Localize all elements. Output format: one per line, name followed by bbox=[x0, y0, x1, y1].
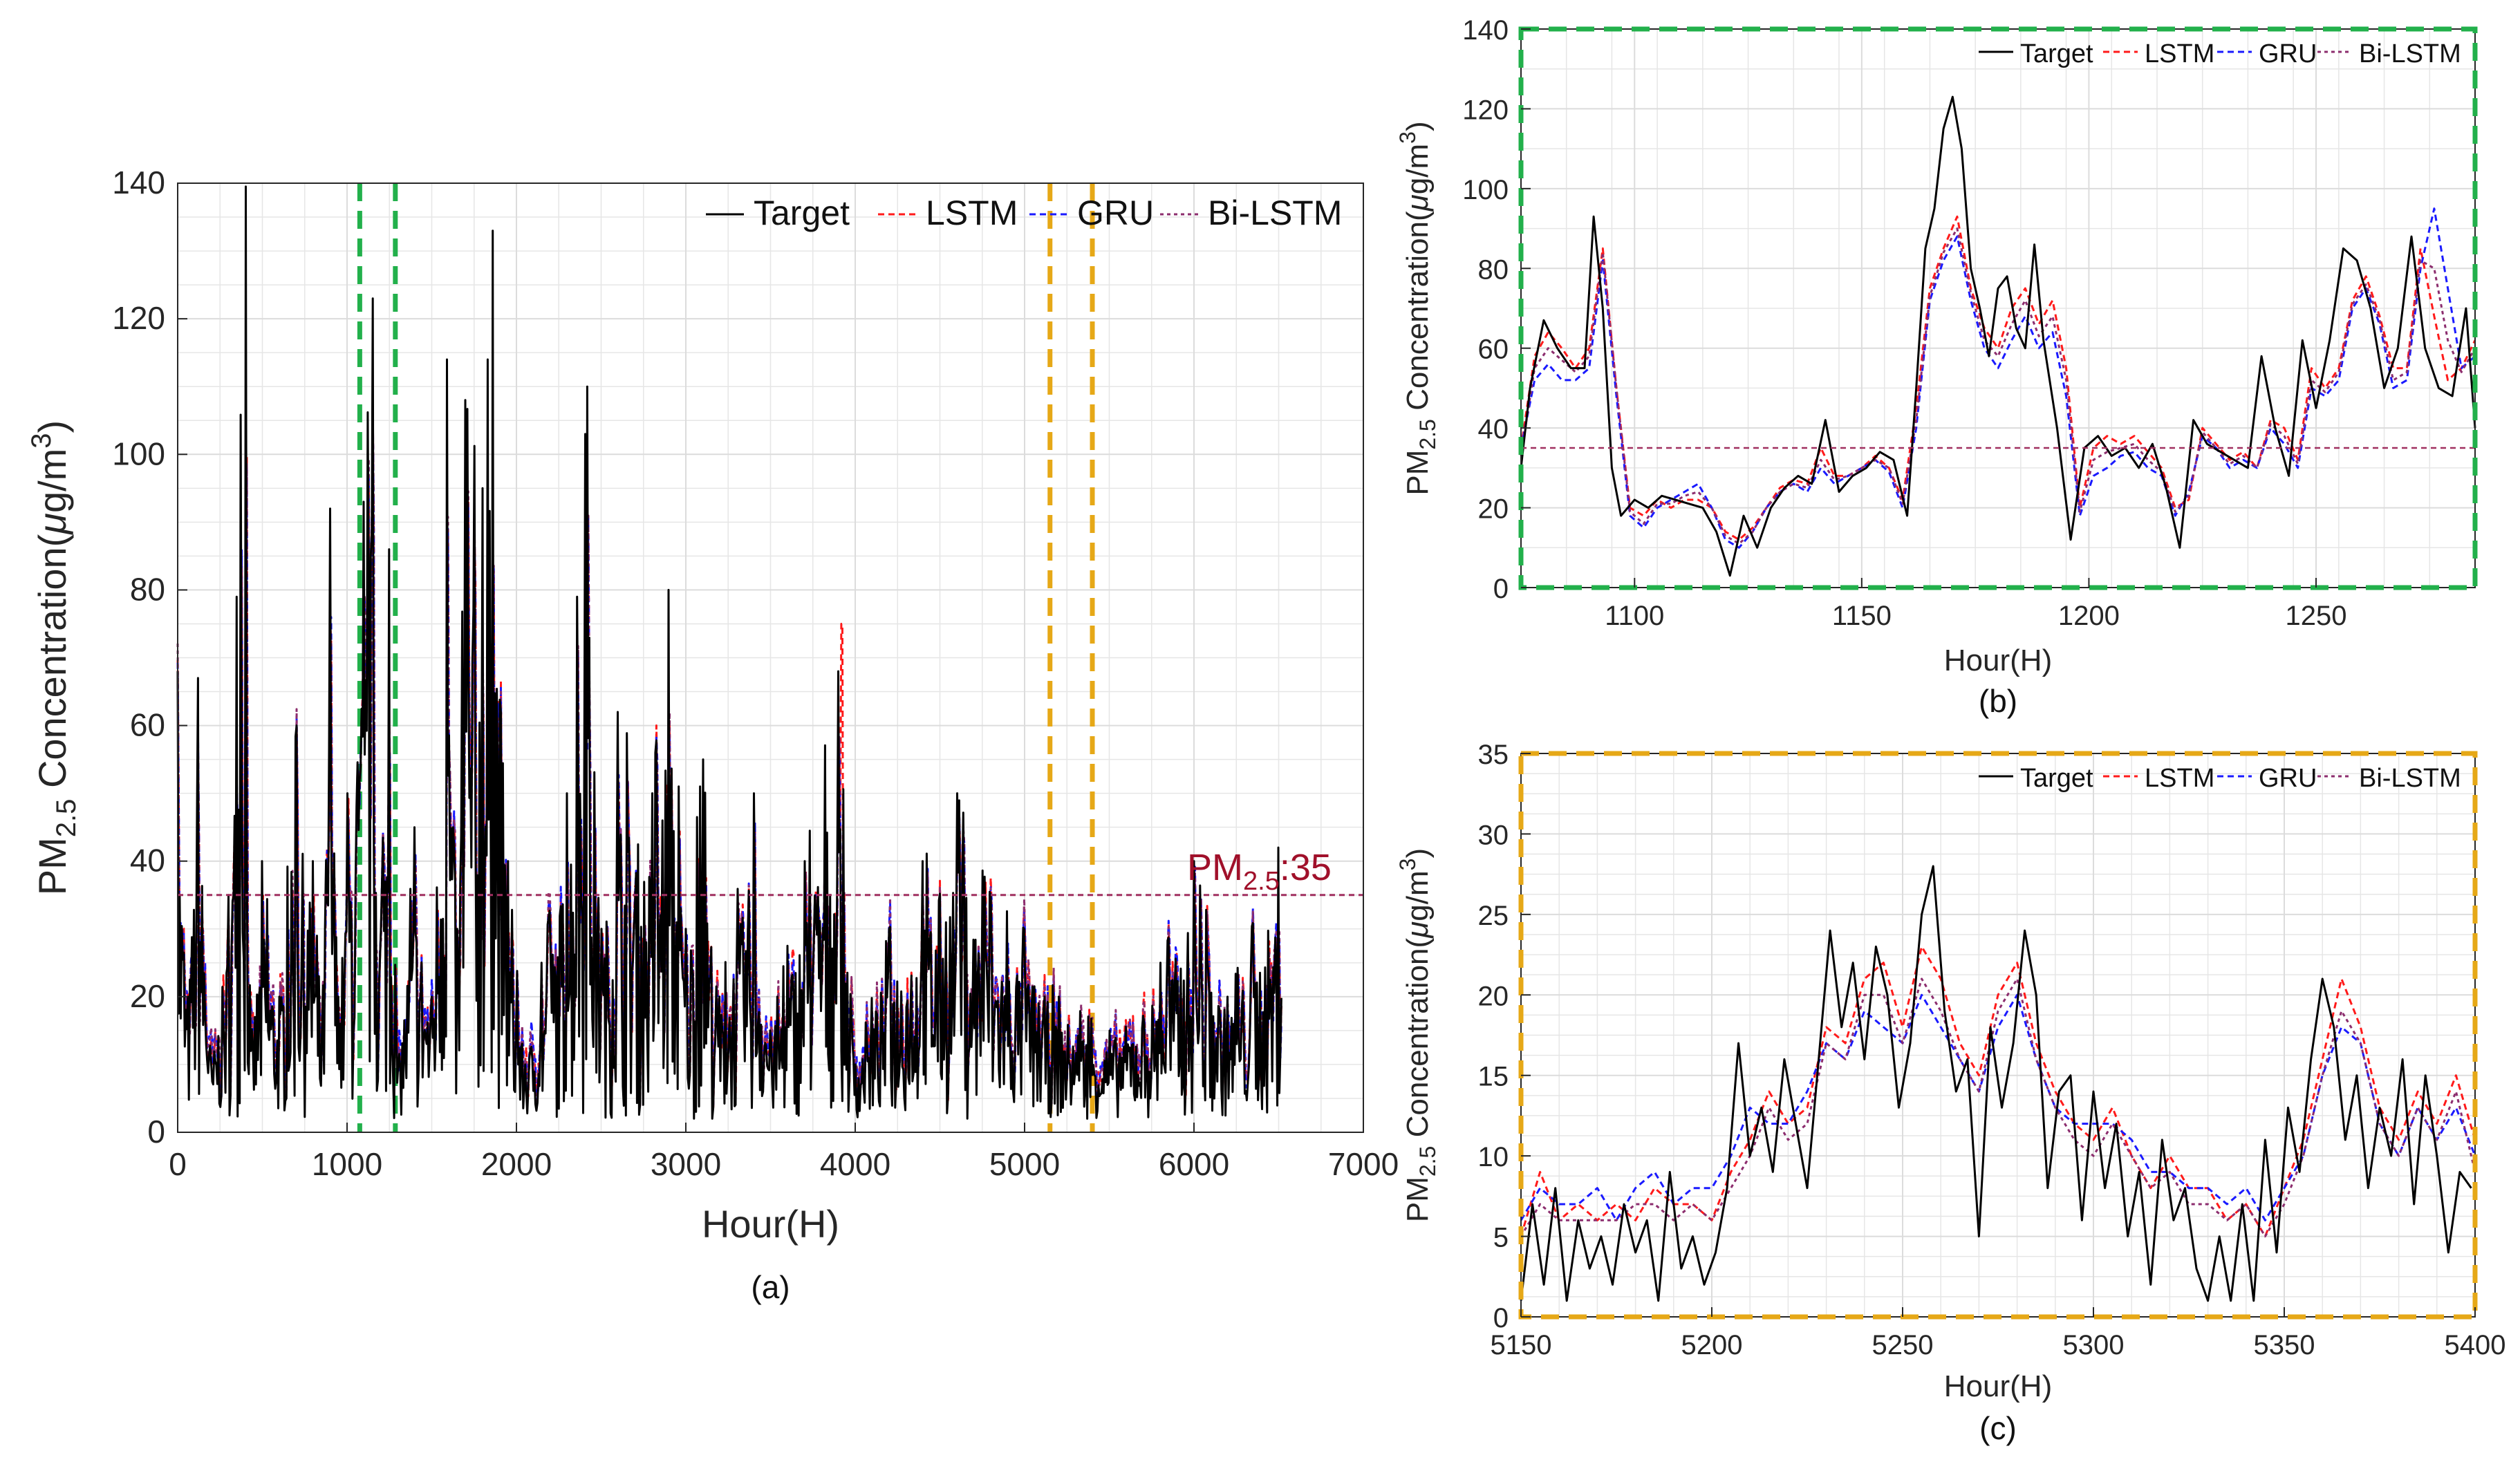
legend-label-gru: GRU bbox=[2259, 764, 2317, 793]
legend-label-bi-lstm: Bi-LSTM bbox=[1208, 194, 1342, 232]
y-tick-label: 40 bbox=[130, 843, 165, 879]
x-tick-label: 7000 bbox=[1328, 1146, 1399, 1182]
x-axis-label: Hour(H) bbox=[1944, 1369, 2052, 1403]
series-target-line bbox=[1520, 865, 2472, 1302]
y-axis-label: PM2.5 Concentration(μg/m3) bbox=[1395, 848, 1440, 1222]
y-tick-label: 100 bbox=[112, 435, 165, 471]
green-highlight-frame bbox=[1518, 26, 2478, 590]
y-tick-label: 15 bbox=[1478, 1062, 1509, 1092]
x-tick-label: 6000 bbox=[1159, 1146, 1229, 1182]
panel-c-chart: 5150 5200 5250 5300 5350 5400 0 5 10 15 20 25 30 35 H… bbox=[1395, 740, 2505, 1446]
panel-label-a: (a) bbox=[751, 1269, 790, 1305]
panel-label-c: (c) bbox=[1979, 1410, 2017, 1446]
y-tick-label: 60 bbox=[1478, 335, 1509, 365]
panel-a-chart: 0 1000 2000 3000 4000 5000 6000 7000 0 20 40 60 80 10… bbox=[26, 165, 1399, 1305]
x-tick-label: 5000 bbox=[989, 1146, 1060, 1182]
series-bi-lstm-line bbox=[1520, 227, 2476, 545]
y-tick-label: 140 bbox=[112, 165, 165, 200]
x-tick-label: 0 bbox=[169, 1146, 187, 1182]
legend: Target LSTM GRU Bi-LSTM bbox=[1979, 39, 2461, 68]
legend-label-lstm: LSTM bbox=[2145, 764, 2214, 793]
legend-label-target: Target bbox=[2020, 39, 2093, 68]
y-tick-label: 80 bbox=[130, 571, 165, 607]
x-tick-label: 2000 bbox=[481, 1146, 552, 1182]
x-tick-label: 5150 bbox=[1491, 1330, 1552, 1360]
orange-highlight-frame bbox=[1518, 751, 2478, 1320]
y-tick-label: 140 bbox=[1462, 15, 1509, 46]
legend-label-target: Target bbox=[2020, 764, 2093, 793]
y-tick-label: 35 bbox=[1478, 740, 1509, 770]
x-tick-label: 1000 bbox=[312, 1146, 382, 1182]
y-tick-label: 0 bbox=[147, 1114, 165, 1150]
x-tick-label: 1250 bbox=[2286, 601, 2347, 631]
x-tick-label: 3000 bbox=[651, 1146, 721, 1182]
series-bi-lstm-line bbox=[1520, 977, 2476, 1238]
series-lstm-line bbox=[1520, 945, 2476, 1238]
x-tick-label: 4000 bbox=[820, 1146, 890, 1182]
legend-label-gru: GRU bbox=[1077, 194, 1154, 232]
legend: Target LSTM GRU Bi-LSTM bbox=[706, 194, 1342, 232]
legend-label-bi-lstm: Bi-LSTM bbox=[2359, 39, 2461, 68]
y-tick-label: 5 bbox=[1493, 1223, 1509, 1253]
y-tick-label: 100 bbox=[1462, 175, 1509, 205]
y-axis-label: PM2.5 Concentration(μg/m3) bbox=[26, 420, 82, 895]
y-axis-label: PM2.5 Concentration(μg/m3) bbox=[1395, 121, 1440, 495]
legend-label-lstm: LSTM bbox=[926, 194, 1018, 232]
x-tick-label: 1200 bbox=[2058, 601, 2120, 631]
y-tick-label: 20 bbox=[1478, 981, 1509, 1011]
legend-label-target: Target bbox=[754, 194, 850, 232]
legend-label-lstm: LSTM bbox=[2145, 39, 2214, 68]
y-tick-label: 20 bbox=[1478, 494, 1509, 525]
x-tick-label: 1150 bbox=[1832, 601, 1892, 631]
y-tick-label: 10 bbox=[1478, 1142, 1509, 1172]
x-tick-label: 5350 bbox=[2254, 1330, 2315, 1360]
y-tick-label: 30 bbox=[1478, 820, 1509, 850]
x-axis-label: Hour(H) bbox=[1944, 644, 2052, 677]
legend-label-gru: GRU bbox=[2259, 39, 2317, 68]
y-tick-label: 0 bbox=[1493, 574, 1509, 604]
axes-frame bbox=[177, 182, 1364, 1133]
panel-b-chart: 1100 1150 1200 1250 0 20 40 60 80 100 120 140 Hour(… bbox=[1395, 15, 2478, 719]
threshold-label: PM2.5:35 bbox=[1187, 847, 1332, 896]
y-tick-label: 80 bbox=[1478, 254, 1509, 285]
series-gru-line bbox=[1520, 993, 2476, 1221]
panel-label-b: (b) bbox=[1979, 683, 2017, 719]
legend-label-bi-lstm: Bi-LSTM bbox=[2359, 764, 2461, 793]
x-axis-label: Hour(H) bbox=[702, 1202, 839, 1246]
y-tick-label: 120 bbox=[1462, 95, 1509, 125]
y-tick-label: 120 bbox=[112, 300, 165, 336]
series-lstm-line bbox=[1520, 215, 2476, 541]
x-tick-label: 5200 bbox=[1681, 1330, 1743, 1360]
y-tick-label: 60 bbox=[130, 707, 165, 743]
y-tick-label: 40 bbox=[1478, 414, 1509, 444]
x-tick-label: 1100 bbox=[1605, 601, 1664, 631]
series-target-line bbox=[1520, 95, 2476, 577]
legend: Target LSTM GRU Bi-LSTM bbox=[1979, 764, 2461, 793]
y-tick-label: 25 bbox=[1478, 901, 1509, 931]
y-tick-label: 20 bbox=[130, 978, 165, 1014]
series-target-line bbox=[176, 185, 1282, 1120]
series-gru-line bbox=[1520, 207, 2476, 549]
x-tick-label: 5300 bbox=[2063, 1330, 2125, 1360]
x-tick-label: 5250 bbox=[1872, 1330, 1934, 1360]
x-tick-label: 5400 bbox=[2445, 1330, 2506, 1360]
y-tick-label: 0 bbox=[1493, 1303, 1509, 1333]
